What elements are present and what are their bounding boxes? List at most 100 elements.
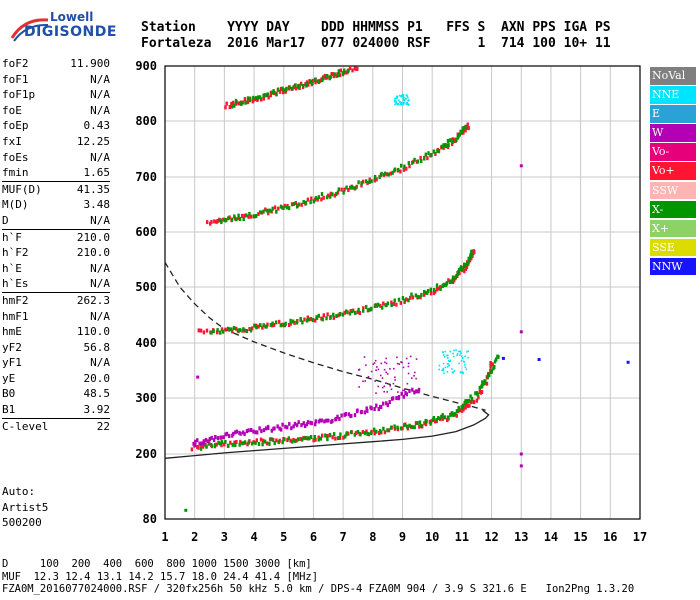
echo-mark [403,423,406,428]
echo-mark [373,407,376,411]
x-tick-label: 7 [340,530,347,544]
echo-cluster-mark [446,354,448,357]
echo-mark [366,308,370,313]
echo-mark [257,324,260,329]
legend-item: Vo- [650,143,696,161]
echo-mark [423,292,426,297]
y-tick-label: 900 [135,59,157,73]
echo-mark [481,380,484,385]
echo-mark [436,148,439,153]
echo-mark [406,424,409,429]
echo-cluster-mark [407,372,410,375]
echo-mark [297,202,301,207]
echo-mark [411,160,414,165]
echo-mark [337,69,340,74]
echo-mark [443,415,447,420]
echo-mark [261,442,264,447]
echo-mark [262,438,265,443]
param-value: 22 [96,419,110,433]
echo-mark [287,323,291,327]
echo-mark [258,426,261,431]
echo-mark [401,296,405,301]
param-name: h`F2 [2,246,29,260]
echo-cluster-mark [402,97,405,99]
echo-mark [468,257,471,262]
echo-mark [314,419,317,424]
echo-cluster-mark [413,375,415,377]
echo-mark [350,309,354,314]
echo-mark [462,130,465,135]
echo-mark [292,202,295,206]
echo-cluster-mark [398,363,400,365]
echo-mark [319,436,323,441]
echo-mark [284,321,287,326]
echo-mark [462,403,465,408]
echo-mark [228,215,231,220]
echo-mark [307,317,311,322]
echo-mark [455,138,458,143]
echo-mark [242,327,245,332]
echo-mark [388,400,391,404]
echo-mark [335,314,338,319]
echo-mark [304,424,307,429]
echo-mark [305,422,309,427]
param-row: foF1p N/A [2,87,110,103]
echo-mark [426,289,430,293]
echo-mark [405,392,408,397]
parameter-panel: foF2 11.900 foF1 N/A foF1p N/A foE N/A foEp 0.43 f… [2,56,110,434]
echo-cluster-mark [452,352,454,355]
param-row: C-level 22 [2,417,110,435]
echo-mark [220,435,223,440]
echo-mark [397,297,401,302]
echo-mark [292,424,295,429]
echo-mark [262,323,265,328]
echo-cluster-mark [358,368,361,371]
echo-mark [230,102,233,107]
echo-mark [266,208,269,213]
echo-mark [368,177,371,182]
param-row: foE N/A [2,103,110,119]
echo-mark [265,324,268,329]
x-tick-label: 1 [161,530,168,544]
echo-mark [438,417,442,422]
digisonde-logo: Lowell DIGISONDE [10,10,130,44]
footer-muf-row: MUF 12.3 12.4 13.1 14.2 15.7 18.0 24.4 4… [2,570,319,583]
echo-mark [290,426,293,431]
echo-mark [241,100,245,105]
param-value: 56.8 [83,340,111,354]
echo-mark [301,437,304,442]
echo-mark [360,180,363,185]
echo-mark [404,391,407,395]
echo-mark [382,401,385,406]
echo-mark [216,328,219,333]
echo-cluster-mark [443,372,445,375]
echo-mark [325,316,328,321]
echo-mark [210,219,213,224]
echo-cluster-mark [402,366,405,369]
echo-mark [317,80,321,84]
echo-mark [352,308,355,313]
echo-mark [210,444,214,449]
echo-mark [441,413,444,418]
echo-cluster-mark [407,365,410,368]
echo-mark [267,211,270,216]
legend-item: SSW [650,181,696,200]
legend-item: E [650,105,696,123]
echo-mark [380,405,383,409]
echo-mark [441,284,444,288]
echo-mark [237,216,240,221]
echo-mark [262,209,265,214]
echo-mark [331,192,334,197]
echo-cluster-mark [449,350,451,353]
echo-mark [297,437,300,442]
x-tick-label: 8 [369,530,376,544]
echo-mark [353,66,357,71]
echo-mark [290,202,294,207]
echo-cluster-mark [402,101,405,104]
echo-mark [262,428,266,433]
param-row: fmin 1.65 [2,165,110,181]
echo-mark [232,326,236,330]
param-value: 3.92 [83,403,111,417]
echo-mark [342,435,345,440]
echo-cluster-mark [389,368,391,370]
